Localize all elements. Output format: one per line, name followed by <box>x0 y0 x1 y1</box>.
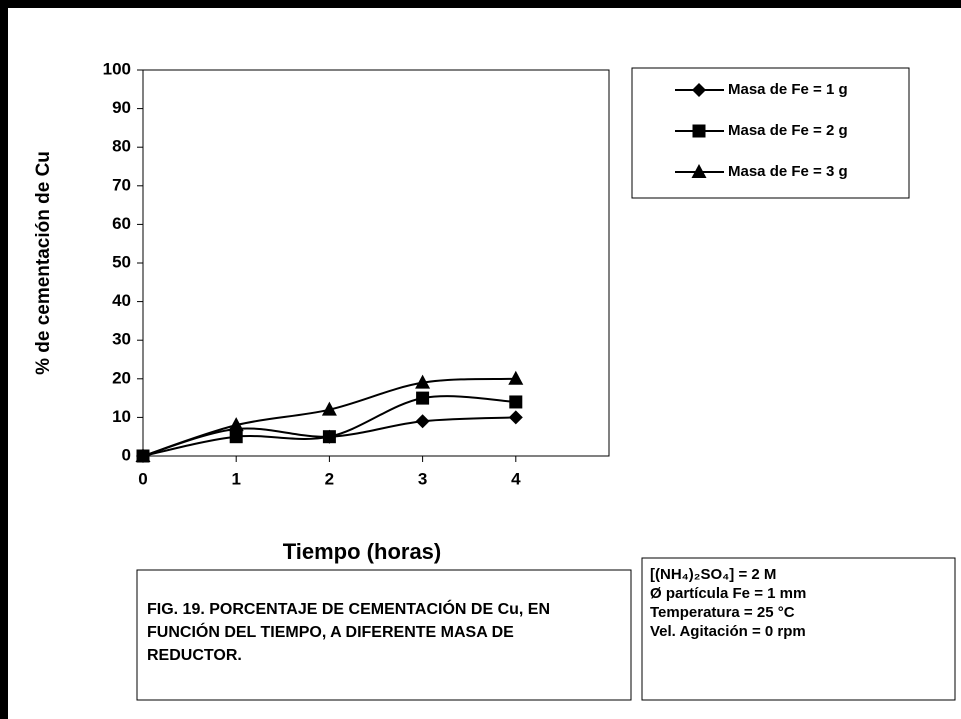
marker <box>415 374 431 389</box>
marker <box>691 164 707 178</box>
marker <box>508 410 523 425</box>
y-axis-label: % de cementación de Cu <box>33 151 54 375</box>
condition-line: [(NH₄)₂SO₄] = 2 M <box>650 566 776 583</box>
marker <box>228 417 244 432</box>
y-tick-label: 30 <box>112 330 131 349</box>
x-axis-label: Tiempo (horas) <box>283 539 442 564</box>
caption-line: FIG. 19. PORCENTAJE DE CEMENTACIÓN DE Cu… <box>147 599 550 618</box>
y-tick-label: 0 <box>122 445 131 464</box>
y-tick-label: 80 <box>112 137 131 156</box>
marker <box>692 124 706 138</box>
condition-line: Vel. Agitación = 0 rpm <box>650 623 806 640</box>
marker <box>229 430 243 444</box>
marker <box>322 430 336 444</box>
plot-area <box>142 69 610 457</box>
legend-label: Masa de Fe = 1 g <box>728 81 848 98</box>
x-tick-label: 0 <box>138 469 147 488</box>
y-tick-label: 70 <box>112 175 131 194</box>
y-tick-label: 100 <box>103 59 131 78</box>
y-tick-label: 50 <box>112 252 131 271</box>
y-tick-label: 60 <box>112 214 131 233</box>
y-tick-label: 20 <box>112 368 131 387</box>
marker <box>415 414 430 429</box>
conditions-box <box>641 557 956 701</box>
caption-line: REDUCTOR. <box>147 647 242 664</box>
x-tick-label: 3 <box>418 469 427 488</box>
caption-line: FUNCIÓN DEL TIEMPO, A DIFERENTE MASA DE <box>147 622 514 641</box>
y-tick-label: 10 <box>112 407 131 426</box>
legend-label: Masa de Fe = 2 g <box>728 122 848 139</box>
marker <box>692 83 706 97</box>
marker <box>509 395 523 409</box>
condition-line: Temperatura = 25 °C <box>650 604 795 621</box>
marker <box>416 391 430 405</box>
x-tick-label: 4 <box>511 469 521 488</box>
series-line <box>142 377 516 457</box>
marker <box>321 401 337 416</box>
marker <box>135 448 151 462</box>
marker <box>508 370 524 385</box>
x-tick-label: 2 <box>325 469 334 488</box>
x-tick-label: 1 <box>231 469 240 488</box>
condition-line: Ø partícula Fe = 1 mm <box>650 585 806 602</box>
y-tick-label: 40 <box>112 291 131 310</box>
legend-label: Masa de Fe = 3 g <box>728 163 848 180</box>
caption-box <box>136 569 632 701</box>
y-tick-label: 90 <box>112 98 131 117</box>
